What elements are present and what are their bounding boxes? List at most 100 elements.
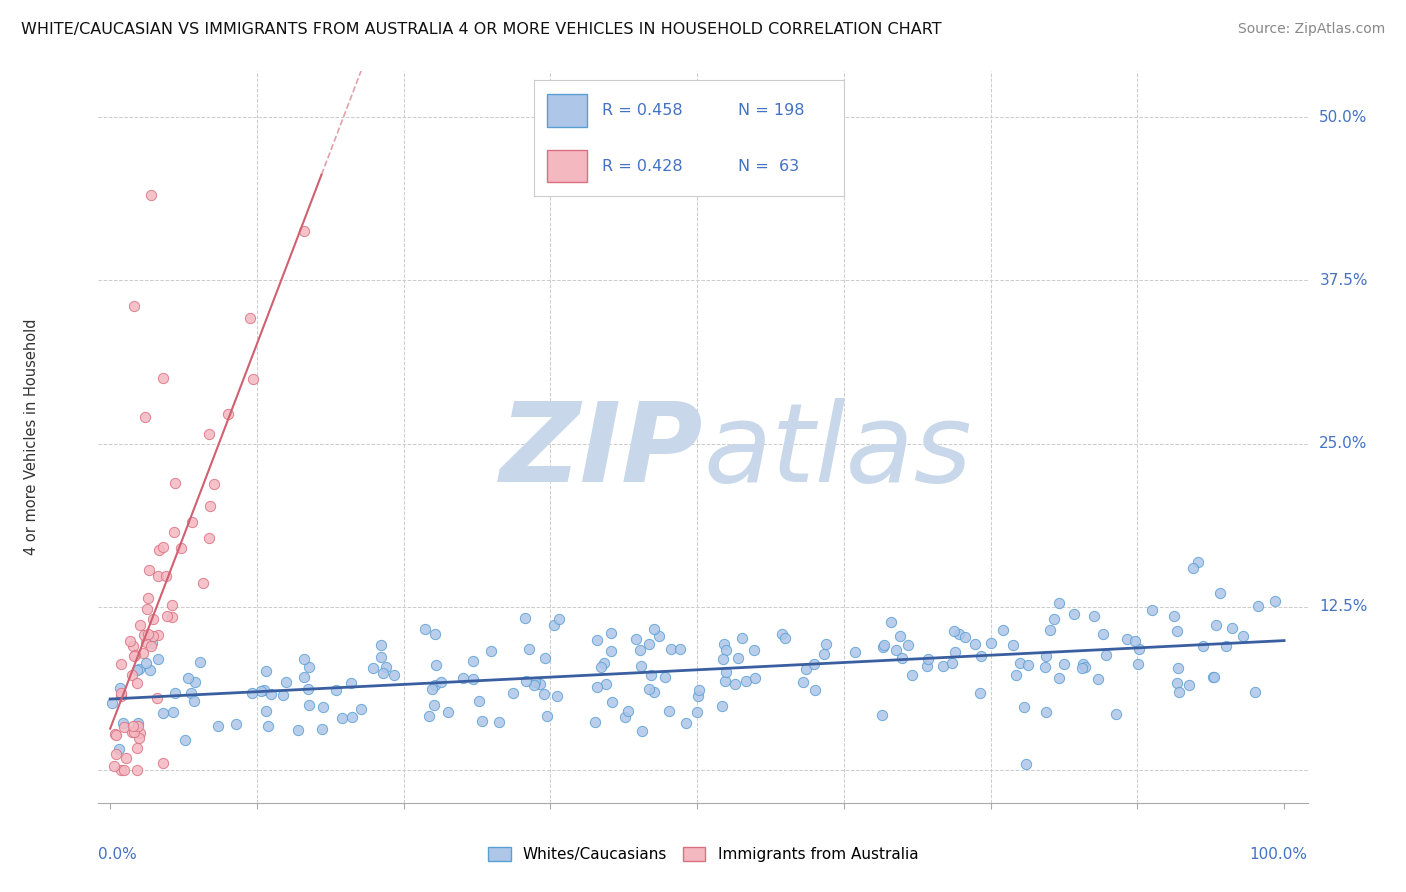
Point xyxy=(1264,594,1286,608)
Point xyxy=(1012,700,1035,714)
Point xyxy=(152,706,174,720)
Point xyxy=(141,188,163,202)
Point xyxy=(880,615,903,630)
Point xyxy=(1035,706,1057,720)
Point xyxy=(260,687,283,701)
Point xyxy=(127,663,149,677)
Point xyxy=(970,649,993,664)
Point xyxy=(256,665,278,679)
Point xyxy=(637,681,659,696)
Point xyxy=(1091,627,1114,641)
Point xyxy=(932,658,955,673)
Point xyxy=(742,643,765,657)
Point xyxy=(688,683,710,698)
Point xyxy=(1123,633,1146,648)
Point xyxy=(242,372,264,386)
Point xyxy=(184,675,207,690)
Point xyxy=(127,763,149,777)
Point xyxy=(727,650,749,665)
Point xyxy=(138,664,160,678)
Point xyxy=(1126,657,1149,671)
Point xyxy=(160,610,183,624)
Point xyxy=(523,677,546,691)
Point xyxy=(669,642,692,657)
Point xyxy=(599,643,621,657)
Point xyxy=(202,477,225,491)
Point xyxy=(128,618,150,632)
Point xyxy=(127,740,149,755)
Point xyxy=(121,725,143,739)
Point xyxy=(122,639,145,653)
Point xyxy=(1215,639,1237,653)
Point xyxy=(991,624,1014,638)
Point xyxy=(734,674,756,689)
Point xyxy=(423,627,446,641)
Point xyxy=(1042,612,1064,626)
Point xyxy=(180,685,202,699)
Point xyxy=(1166,676,1188,690)
Point xyxy=(1140,602,1163,616)
Point xyxy=(1201,670,1223,684)
Point xyxy=(943,645,966,659)
Point xyxy=(546,689,568,703)
Point xyxy=(1205,617,1227,632)
Point xyxy=(146,690,169,705)
Point xyxy=(901,667,924,681)
Point xyxy=(1167,661,1189,675)
Point xyxy=(287,723,309,738)
Point xyxy=(298,698,321,712)
Point xyxy=(110,689,132,703)
Text: 25.0%: 25.0% xyxy=(1319,436,1368,451)
Point xyxy=(1039,623,1062,637)
Text: 0.0%: 0.0% xyxy=(98,847,138,862)
Point xyxy=(1033,659,1056,673)
Point xyxy=(533,687,555,701)
Point xyxy=(423,678,446,692)
Point xyxy=(870,707,893,722)
Point xyxy=(110,686,132,700)
Point xyxy=(128,662,150,676)
Point xyxy=(628,642,651,657)
Point xyxy=(382,668,405,682)
Point xyxy=(274,675,297,690)
Point xyxy=(325,682,347,697)
Point xyxy=(744,671,766,685)
Point xyxy=(502,686,524,700)
Point xyxy=(239,311,262,326)
Point xyxy=(969,686,991,700)
Point xyxy=(617,704,640,718)
Point xyxy=(710,699,733,714)
Point xyxy=(134,410,156,425)
Point xyxy=(814,637,837,651)
Point xyxy=(121,668,143,682)
Point xyxy=(112,721,135,735)
Point xyxy=(146,652,169,666)
Point xyxy=(413,622,436,636)
Point xyxy=(104,727,127,741)
Point xyxy=(423,698,446,713)
Legend: Whites/Caucasians, Immigrants from Australia: Whites/Caucasians, Immigrants from Austr… xyxy=(482,840,924,868)
Point xyxy=(675,715,697,730)
Point xyxy=(714,643,737,657)
Point xyxy=(643,622,665,636)
Point xyxy=(127,719,149,733)
Point xyxy=(724,677,747,691)
Point xyxy=(461,654,484,668)
Point xyxy=(686,705,709,719)
Point xyxy=(292,652,315,666)
Point xyxy=(183,694,205,708)
Point xyxy=(169,541,191,555)
Point xyxy=(488,714,510,729)
Point xyxy=(513,611,536,625)
Text: WHITE/CAUCASIAN VS IMMIGRANTS FROM AUSTRALIA 4 OR MORE VEHICLES IN HOUSEHOLD COR: WHITE/CAUCASIAN VS IMMIGRANTS FROM AUSTR… xyxy=(21,22,942,37)
Point xyxy=(638,637,661,651)
Point xyxy=(804,683,827,698)
Point xyxy=(132,646,155,660)
Point xyxy=(375,660,398,674)
Point xyxy=(181,515,204,529)
Point xyxy=(948,627,970,641)
Point xyxy=(1095,648,1118,662)
Point xyxy=(659,642,682,657)
Point xyxy=(872,640,894,654)
Point xyxy=(1177,678,1199,692)
